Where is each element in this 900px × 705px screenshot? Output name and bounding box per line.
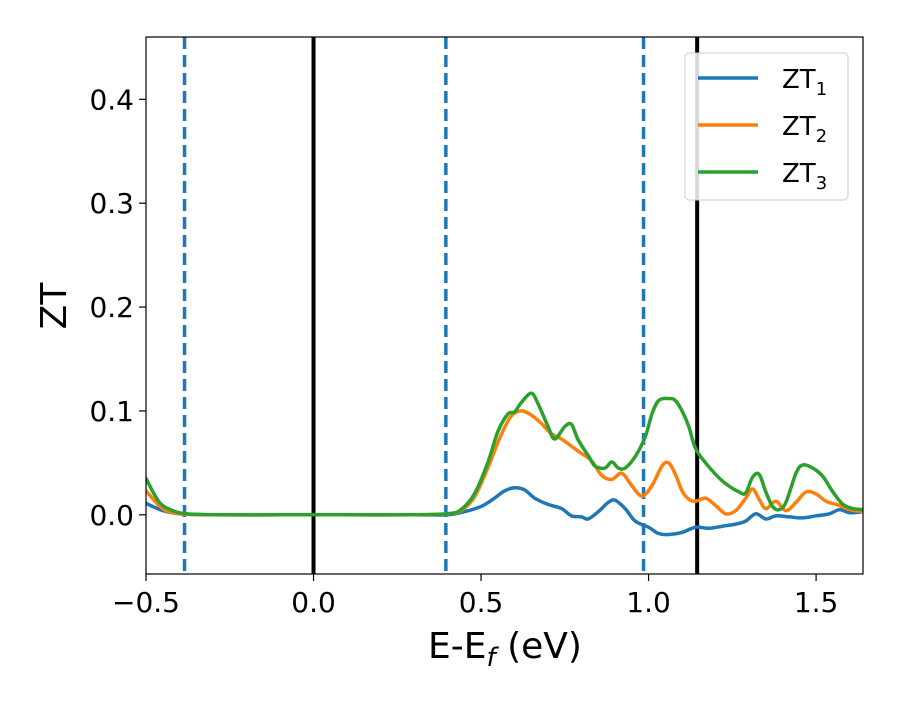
legend: ZT1 ZT2 ZT3 [684, 52, 849, 201]
plot-frame [145, 36, 864, 575]
x-tick-label-2: 0.5 [459, 586, 504, 619]
series-line-3 [146, 391, 863, 517]
legend-box [684, 52, 849, 201]
x-axis-label-unit: (eV) [496, 626, 582, 667]
y-axis-label: ZT [34, 282, 75, 330]
legend-label-3: ZT3 [782, 159, 827, 194]
x-axis-label: E-Ef (eV) [428, 626, 582, 673]
y-tick-label-3: 0.3 [89, 187, 134, 220]
x-tick-label-4: 1.5 [794, 586, 839, 619]
legend-label-1: ZT1 [782, 65, 827, 100]
x-tick-label-3: 1.0 [626, 586, 671, 619]
legend-label-2: ZT2 [782, 112, 827, 147]
y-tick-label-2: 0.2 [89, 291, 134, 324]
x-tick-label-1: 0.0 [291, 586, 336, 619]
axis-ticks: −0.5 0.0 0.5 1.0 1.5 0.0 0.1 0.2 0.3 0.4 [89, 83, 838, 619]
x-axis-label-main: E-E [428, 626, 486, 667]
series-layer [146, 391, 863, 537]
y-tick-label-1: 0.1 [89, 395, 134, 428]
y-tick-label-0: 0.0 [89, 499, 134, 532]
x-tick-label-0: −0.5 [112, 586, 180, 619]
y-tick-label-4: 0.4 [89, 83, 134, 116]
